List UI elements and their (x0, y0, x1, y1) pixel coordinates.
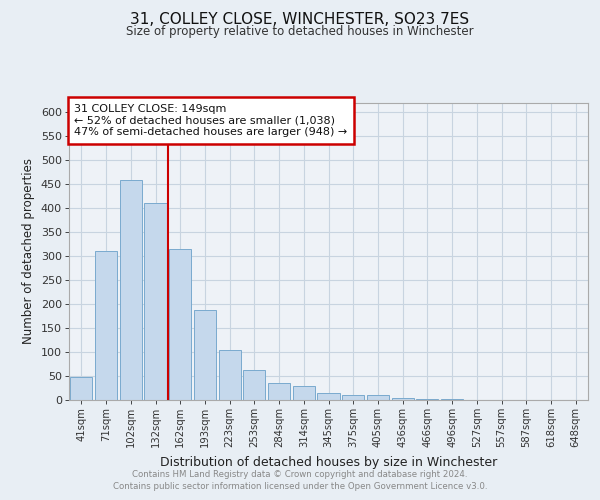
Bar (416, 399, 439, 400)
Bar (169, 249, 191, 400)
Bar (317, 394, 340, 400)
Bar (70, 378, 92, 400)
Bar (243, 370, 265, 400)
Y-axis label: Number of detached properties: Number of detached properties (22, 158, 35, 344)
Bar (342, 395, 364, 400)
Bar (441, 399, 463, 400)
Bar (268, 383, 290, 400)
X-axis label: Distribution of detached houses by size in Winchester: Distribution of detached houses by size … (160, 456, 497, 468)
Bar (95, 251, 117, 400)
Bar (392, 398, 414, 400)
Bar (194, 310, 216, 400)
Text: 31 COLLEY CLOSE: 149sqm
← 52% of detached houses are smaller (1,038)
47% of semi: 31 COLLEY CLOSE: 149sqm ← 52% of detache… (74, 104, 347, 137)
Bar (293, 386, 315, 400)
Bar (119, 180, 142, 400)
Text: Contains HM Land Registry data © Crown copyright and database right 2024.: Contains HM Land Registry data © Crown c… (132, 470, 468, 479)
Bar (218, 350, 241, 400)
Text: Size of property relative to detached houses in Winchester: Size of property relative to detached ho… (126, 25, 474, 38)
Text: 31, COLLEY CLOSE, WINCHESTER, SO23 7ES: 31, COLLEY CLOSE, WINCHESTER, SO23 7ES (130, 12, 470, 28)
Bar (367, 395, 389, 400)
Text: Contains public sector information licensed under the Open Government Licence v3: Contains public sector information licen… (113, 482, 487, 491)
Bar (145, 203, 167, 400)
